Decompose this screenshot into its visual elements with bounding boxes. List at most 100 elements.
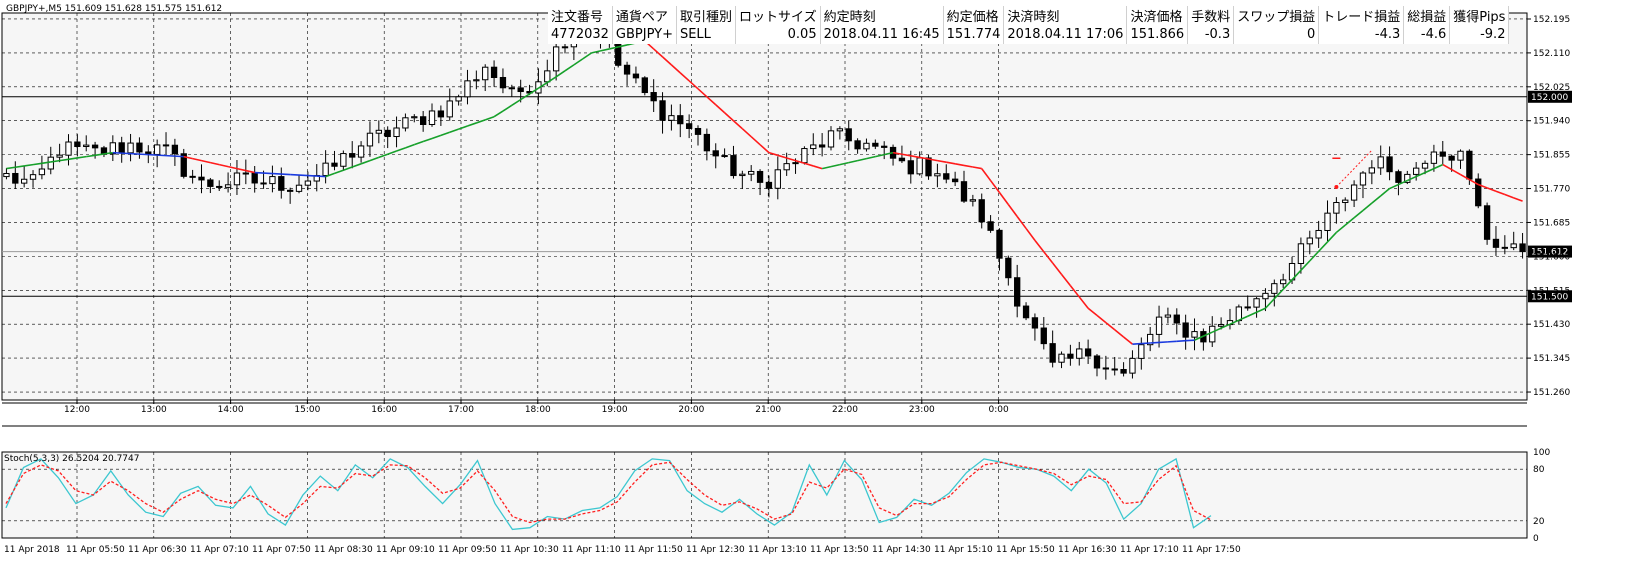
time-tick-label: 17:00 <box>448 405 474 415</box>
candle-body <box>118 142 125 154</box>
moving-average-segment <box>821 165 832 170</box>
moving-average-segment <box>857 157 867 162</box>
moving-average-segment <box>405 143 415 149</box>
moving-average-segment <box>1371 195 1382 204</box>
moving-average-segment <box>1256 307 1266 313</box>
candle-body <box>446 100 453 118</box>
level-price-box <box>1528 290 1572 303</box>
candle-body <box>331 162 338 167</box>
moving-average-segment <box>351 163 362 168</box>
candle-body <box>1404 173 1411 183</box>
moving-average-segment <box>1442 163 1453 171</box>
moving-average-segment <box>910 155 920 159</box>
candle-body <box>56 154 63 158</box>
moving-average-segment <box>1114 329 1125 338</box>
moving-average-segment <box>946 161 956 165</box>
candle-body <box>1014 277 1021 307</box>
candle-body <box>1324 212 1331 231</box>
candle-body <box>207 179 214 187</box>
moving-average-segment <box>529 87 539 95</box>
moving-average-segment <box>50 159 60 163</box>
candle-body <box>1359 172 1367 186</box>
moving-average-segment <box>892 151 903 156</box>
candle-body <box>1430 151 1438 164</box>
header-cell: 約定時刻 <box>820 6 944 25</box>
candle-body <box>854 140 861 150</box>
candle-body <box>1386 156 1393 173</box>
moving-average-segment <box>1424 167 1435 174</box>
candle-body <box>801 148 808 164</box>
candle-body <box>242 172 249 175</box>
moving-average-segment <box>396 147 406 152</box>
moving-average-segment <box>715 104 726 114</box>
moving-average-segment <box>1060 273 1072 287</box>
moving-average-segment <box>670 64 681 74</box>
moving-average-segment <box>1025 227 1036 241</box>
candle-body <box>340 153 347 167</box>
moving-average-segment <box>59 158 69 162</box>
moving-average-segment <box>1451 168 1461 176</box>
candle-body <box>1475 178 1482 207</box>
candle-body <box>419 116 427 125</box>
candle-body <box>233 172 241 186</box>
date-tick-label: 11 Apr 10:30 <box>500 545 559 555</box>
candle-body <box>561 46 569 49</box>
symbol-quote-label: GBPJPY+,M5 151.609 151.628 151.575 151.6… <box>6 4 222 14</box>
moving-average-segment <box>564 64 575 72</box>
price-pane <box>1 12 1528 401</box>
header-cell: 注文番号 <box>548 6 613 25</box>
candle-body <box>65 141 72 156</box>
moving-average-segment <box>387 150 397 155</box>
date-tick-label: 11 Apr 15:10 <box>934 545 993 555</box>
moving-average-segment <box>1468 178 1479 186</box>
candle-body <box>1377 156 1384 169</box>
moving-average-segment <box>1264 298 1275 309</box>
moving-average-segment <box>1495 190 1506 196</box>
moving-average-segment <box>1353 209 1364 219</box>
moving-average-segment <box>848 159 858 164</box>
moving-average-segment <box>688 80 699 90</box>
moving-average-segment <box>919 156 929 160</box>
candle-body <box>960 181 968 202</box>
candle-body <box>756 170 764 183</box>
candle-body <box>872 142 879 147</box>
moving-average-segment <box>6 166 16 170</box>
moving-average-segment <box>706 96 717 106</box>
moving-average-segment <box>369 156 380 162</box>
candle-body <box>1368 167 1375 174</box>
candle-body <box>180 153 187 177</box>
moving-average-segment <box>537 81 548 89</box>
moving-average-segment <box>555 70 566 78</box>
candle-body <box>987 221 994 231</box>
moving-average-segment <box>768 151 779 157</box>
moving-average-segment <box>830 163 841 168</box>
moving-average-segment <box>1273 288 1284 300</box>
candle-body <box>127 142 134 154</box>
candle-body <box>1182 322 1189 338</box>
moving-average-segment <box>928 158 938 162</box>
candle-body <box>792 162 799 165</box>
candle-body <box>384 129 391 138</box>
moving-average-segment <box>1052 262 1063 275</box>
candle-body <box>845 128 852 142</box>
moving-average-segment <box>573 58 584 66</box>
close-price-cell: 151.866 <box>1126 25 1189 44</box>
candle-body <box>402 117 409 129</box>
candle-body <box>685 123 693 129</box>
candle-body <box>783 163 790 171</box>
stochastic-main-line <box>5 457 1212 531</box>
header-cell: 約定価格 <box>943 6 1005 25</box>
date-tick-label: 11 Apr 17:10 <box>1120 545 1179 555</box>
total-profit-cell: -4.6 <box>1403 25 1451 44</box>
header-cell: 手数料 <box>1187 6 1235 25</box>
moving-average-segment <box>360 159 371 165</box>
time-tick-label: 16:00 <box>371 405 397 415</box>
moving-average-segment <box>493 110 504 118</box>
moving-average-segment <box>210 161 220 166</box>
moving-average-segment <box>1309 250 1320 262</box>
candle-body <box>694 127 702 135</box>
candle-body <box>1342 199 1349 204</box>
date-tick-label: 11 Apr 05:50 <box>66 545 125 555</box>
date-tick-label: 11 Apr 09:10 <box>376 545 435 555</box>
candle-body <box>1173 314 1180 324</box>
